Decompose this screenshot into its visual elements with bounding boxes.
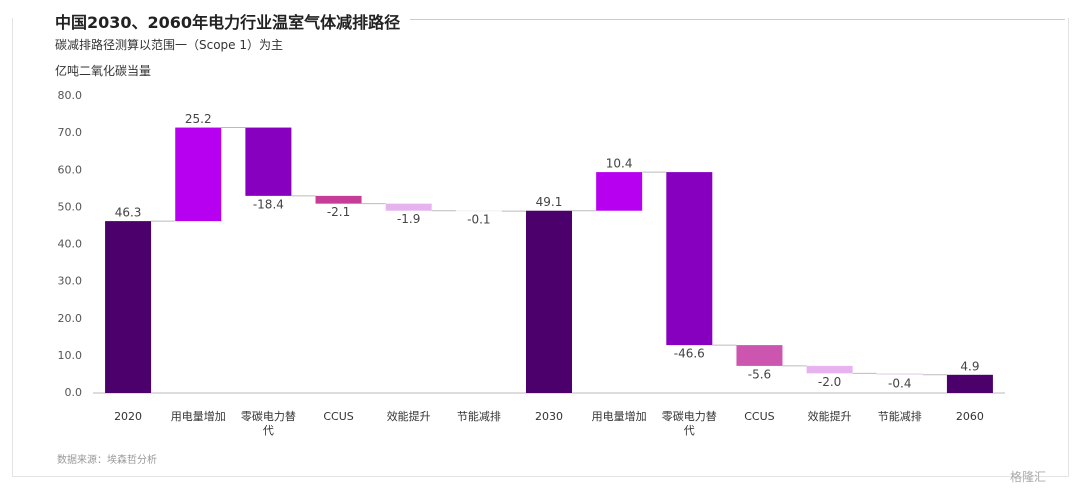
watermark: 格隆汇 xyxy=(1010,470,1047,484)
subtitle: 碳减排路径测算以范围一（Scope 1）为主 xyxy=(55,38,284,52)
value-label: -1.9 xyxy=(397,212,420,226)
value-label: -5.6 xyxy=(748,367,771,381)
y-tick-label: 20.0 xyxy=(58,312,83,325)
x-tick-label: 零碳电力替代 xyxy=(240,410,296,437)
value-label: -18.4 xyxy=(253,197,284,211)
bar xyxy=(946,374,993,393)
value-label: 10.4 xyxy=(606,157,633,171)
x-tick-label: 2030 xyxy=(535,410,563,423)
y-tick-label: 30.0 xyxy=(58,275,83,288)
value-label: 49.1 xyxy=(536,195,563,209)
bar xyxy=(736,345,783,366)
value-label: -0.1 xyxy=(467,213,490,227)
bar xyxy=(455,210,502,212)
y-tick-label: 70.0 xyxy=(58,126,83,139)
value-label: -0.4 xyxy=(888,376,911,390)
value-label: 46.3 xyxy=(115,206,142,220)
bar xyxy=(105,221,152,393)
bar xyxy=(666,172,713,346)
x-tick-label: 用电量增加 xyxy=(591,410,647,423)
x-tick-label: 节能减排 xyxy=(877,410,922,423)
title-rule xyxy=(410,19,1065,20)
bar xyxy=(806,365,853,374)
value-label: 25.2 xyxy=(185,112,212,126)
x-tick-label: CCUS xyxy=(323,410,354,423)
x-tick-label: 效能提升 xyxy=(386,410,431,423)
y-tick-label: 0.0 xyxy=(65,386,83,399)
y-tick-label: 60.0 xyxy=(58,163,83,176)
source: 数据来源：埃森哲分析 xyxy=(57,455,157,466)
x-tick-label: 效能提升 xyxy=(807,410,852,423)
x-tick-label: 2020 xyxy=(114,410,143,423)
value-label: 4.9 xyxy=(960,359,979,373)
bar xyxy=(175,127,222,222)
bar xyxy=(245,127,292,196)
value-label: -2.0 xyxy=(818,375,841,389)
y-axis-label: 亿吨二氧化碳当量 xyxy=(55,64,152,78)
y-tick-label: 50.0 xyxy=(58,200,83,213)
x-tick-label: 用电量增加 xyxy=(170,410,226,423)
x-tick-label: 零碳电力替代 xyxy=(661,410,717,437)
x-tick-label: CCUS xyxy=(744,410,775,423)
bar xyxy=(526,210,572,393)
frame xyxy=(12,18,1069,477)
value-label: -46.6 xyxy=(674,347,705,361)
bar xyxy=(596,172,643,211)
y-tick-label: 80.0 xyxy=(58,89,83,102)
value-label: -2.1 xyxy=(327,205,350,219)
x-tick-label: 2060 xyxy=(955,410,984,423)
bar xyxy=(385,203,432,211)
bar xyxy=(876,373,923,375)
chart-title: 中国2030、2060年电力行业温室气体减排路径 xyxy=(55,9,411,33)
y-tick-label: 40.0 xyxy=(58,238,83,251)
x-tick-label: 节能减排 xyxy=(456,410,501,423)
y-tick-label: 10.0 xyxy=(58,349,83,362)
bar xyxy=(315,195,362,204)
